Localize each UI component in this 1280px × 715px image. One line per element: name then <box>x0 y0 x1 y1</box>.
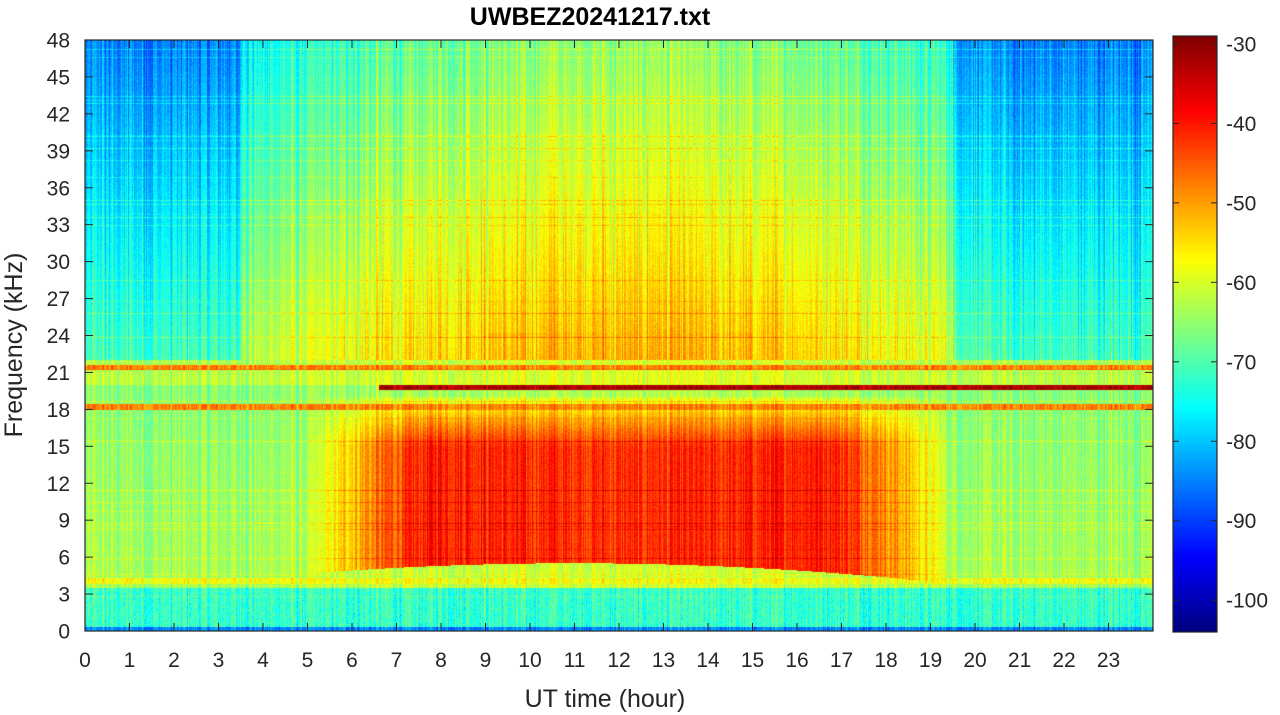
y-tick-label: 27 <box>47 288 70 311</box>
x-tick-label: 6 <box>346 649 358 672</box>
colorbar-gradient <box>1173 36 1217 632</box>
y-tick-label: 42 <box>47 103 70 126</box>
x-tick-label: 13 <box>652 649 675 672</box>
x-tick-label: 0 <box>79 649 91 672</box>
y-tick-label: 3 <box>58 584 70 607</box>
x-tick-label: 12 <box>607 649 630 672</box>
colorbar-tick-label: -100 <box>1226 590 1268 613</box>
colorbar-tick-label: -40 <box>1226 113 1256 136</box>
x-tick-label: 19 <box>919 649 942 672</box>
x-tick-label: 15 <box>741 649 764 672</box>
colorbar: -100 -90 -80 -70 -60 -50 -40 -30 <box>1172 33 1268 633</box>
y-tick-label: 39 <box>47 140 70 163</box>
x-tick-label: 17 <box>830 649 853 672</box>
spectrogram-heatmap <box>85 40 1153 631</box>
y-tick-label: 9 <box>58 510 70 533</box>
y-tick-label: 36 <box>47 177 70 200</box>
x-tick-label: 16 <box>785 649 808 672</box>
colorbar-tick-label: -80 <box>1226 431 1256 454</box>
x-tick-label: 21 <box>1008 649 1031 672</box>
x-tick-label: 7 <box>391 649 403 672</box>
x-tick-label: 5 <box>302 649 314 672</box>
x-axis-title: UT time (hour) <box>525 685 686 713</box>
y-tick-label: 18 <box>47 399 70 422</box>
chart-title: UWBEZ20241217.txt <box>470 3 711 31</box>
x-tick-label: 8 <box>435 649 447 672</box>
y-tick-label: 15 <box>47 436 70 459</box>
y-tick-label: 0 <box>58 621 70 644</box>
x-tick-label: 22 <box>1052 649 1075 672</box>
x-tick-label: 10 <box>518 649 541 672</box>
colorbar-tick-label: -30 <box>1226 33 1256 56</box>
y-axis-title: Frequency (kHz) <box>0 253 28 438</box>
colorbar-tick-label: -90 <box>1226 510 1256 533</box>
y-tick-label: 33 <box>47 214 70 237</box>
x-tick-label: 20 <box>963 649 986 672</box>
y-tick-label: 30 <box>47 251 70 274</box>
x-tick-label: 11 <box>564 649 586 672</box>
x-tick-label: 18 <box>874 649 897 672</box>
x-tick-label: 2 <box>168 649 180 672</box>
x-tick-label: 1 <box>124 649 136 672</box>
x-tick-label: 3 <box>213 649 225 672</box>
colorbar-frame <box>1172 35 1218 633</box>
colorbar-tick-label: -70 <box>1226 351 1256 374</box>
y-tick-label: 24 <box>47 325 71 348</box>
plot-area: 0 1 2 3 4 5 6 7 8 9 10 11 12 13 14 15 16 17 18 19 20 21 22 23 0… <box>47 30 1154 672</box>
x-tick-label: 23 <box>1097 649 1120 672</box>
y-tick-label: 12 <box>47 473 70 496</box>
x-tick-label: 14 <box>696 649 720 672</box>
x-tick-label: 9 <box>480 649 492 672</box>
y-tick-label: 6 <box>58 547 70 570</box>
y-tick-label: 45 <box>47 66 70 89</box>
y-tick-label: 21 <box>47 362 70 385</box>
x-axis: 0 1 2 3 4 5 6 7 8 9 10 11 12 13 14 15 16 17 18 19 20 21 22 23 <box>79 40 1120 672</box>
colorbar-axis: -100 -90 -80 -70 -60 -50 -40 -30 <box>1173 33 1268 613</box>
colorbar-tick-label: -60 <box>1226 272 1256 295</box>
colorbar-tick-label: -50 <box>1226 192 1256 215</box>
y-tick-label: 48 <box>47 30 70 53</box>
x-tick-label: 4 <box>257 649 269 672</box>
